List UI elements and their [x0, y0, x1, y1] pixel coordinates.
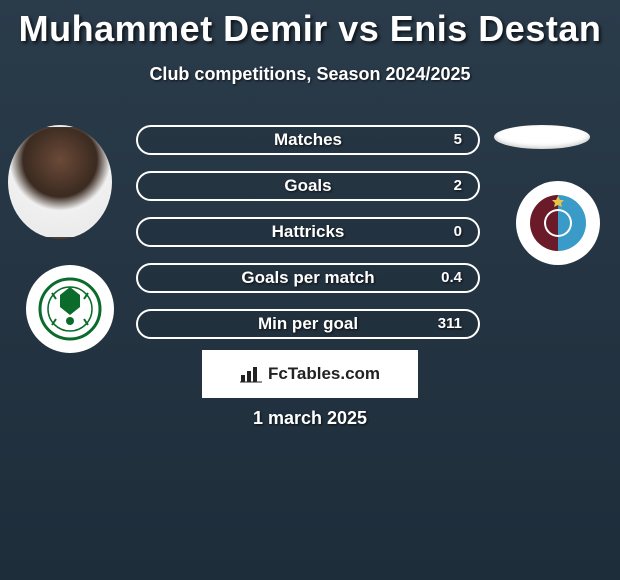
trabzonspor-badge-icon — [528, 193, 588, 253]
stat-value: 311 — [438, 311, 462, 337]
stat-value: 0 — [454, 219, 462, 245]
stats-list: Matches 5 Goals 2 Hattricks 0 Goals per … — [136, 125, 480, 355]
stat-label: Goals per match — [138, 265, 478, 291]
stat-label: Goals — [138, 173, 478, 199]
stat-row-hattricks: Hattricks 0 — [136, 217, 480, 247]
player2-photo-placeholder — [494, 125, 590, 149]
subtitle: Club competitions, Season 2024/2025 — [0, 64, 620, 85]
stat-label: Min per goal — [138, 311, 478, 337]
branding-box[interactable]: FcTables.com — [202, 350, 418, 398]
stat-value: 5 — [454, 127, 462, 153]
stat-value: 2 — [454, 173, 462, 199]
stat-row-min-per-goal: Min per goal 311 — [136, 309, 480, 339]
player1-club-badge — [26, 265, 114, 353]
bar-chart-icon — [240, 365, 262, 383]
stat-label: Hattricks — [138, 219, 478, 245]
date-label: 1 march 2025 — [0, 408, 620, 429]
player2-club-badge — [516, 181, 600, 265]
page-title: Muhammet Demir vs Enis Destan — [0, 0, 620, 50]
player1-photo — [8, 125, 112, 239]
stat-row-goals-per-match: Goals per match 0.4 — [136, 263, 480, 293]
konyaspor-badge-icon — [38, 277, 102, 341]
stat-value: 0.4 — [441, 265, 462, 291]
branding-text: FcTables.com — [268, 364, 380, 384]
stat-row-matches: Matches 5 — [136, 125, 480, 155]
stat-label: Matches — [138, 127, 478, 153]
stat-row-goals: Goals 2 — [136, 171, 480, 201]
